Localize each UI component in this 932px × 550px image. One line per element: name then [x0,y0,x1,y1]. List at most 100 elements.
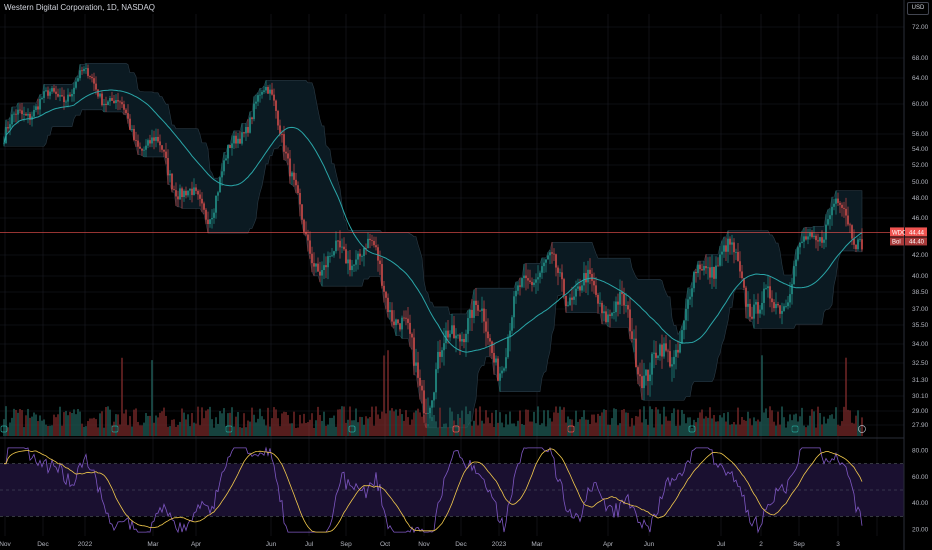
volume-bar [203,418,205,436]
volume-bar [543,410,545,436]
price-tick-label: 68.00 [912,55,929,62]
candle-body [465,333,467,343]
volume-bar [291,423,293,436]
volume-bar [499,412,501,436]
candle-body [349,259,351,271]
candle-body [789,294,791,303]
candle-body [759,309,761,314]
candle-body [641,376,643,389]
candle-body [99,93,101,97]
candle-body [623,294,625,306]
volume-bar [159,412,161,436]
volume-bar [37,421,39,436]
volume-bar [449,407,451,436]
bol-badge [890,237,904,246]
volume-bar [359,416,361,436]
volume-bar [69,411,71,436]
time-tick-label: Jun [266,541,277,548]
candle-body [719,254,721,266]
time-tick-label: Dec [455,541,467,548]
volume-bar [595,422,597,436]
candle-body [577,286,579,289]
candle-body [639,374,641,377]
candle-body [785,306,787,307]
volume-bar [737,407,739,436]
candle-body [621,291,623,295]
candle-body [843,207,845,209]
volume-bar [403,420,405,436]
volume-bar [141,425,143,436]
candle-body [91,76,93,79]
volume-bar [43,419,45,436]
candle-body [619,291,621,305]
candle-body [257,95,259,102]
candle-body [845,208,847,216]
candle-body [545,259,547,263]
volume-bar [475,408,477,436]
candle-body [247,127,249,133]
volume-bar [553,412,555,436]
volume-bar [561,409,563,436]
candle-body [517,285,519,291]
volume-bar [153,422,155,436]
candle-body [313,263,315,267]
price-tick-label: 56.00 [912,131,929,138]
volume-bar [847,409,849,436]
candle-body [805,236,807,240]
candle-body [565,295,567,307]
candle-body [575,288,577,297]
candle-body [287,153,289,159]
price-badges: WDC 44.44 Bol 44.40 [890,227,927,246]
candle-body [557,267,559,273]
candle-body [721,251,723,255]
volume-bar [463,424,465,436]
candle-body [407,318,409,323]
volume-bar [513,423,515,436]
candle-body [73,87,75,94]
candle-body [317,263,319,272]
volume-bar [349,406,351,436]
volume-bar [205,410,207,436]
volume-bar [301,423,303,436]
currency-button[interactable]: USD [907,2,929,15]
volume-bar [589,424,591,436]
candle-body [123,104,125,110]
volume-bar [619,423,621,436]
volume-bar [689,417,691,436]
candle-body [573,296,575,300]
volume-bar [283,411,285,436]
candle-body [459,334,461,342]
event-marker [791,425,799,433]
volume-bar [57,414,59,436]
volume-bar [103,427,105,436]
volume-bar [173,419,175,436]
volume-bar [817,406,819,436]
candle-body [613,312,615,313]
rsi-axis: 80.00 60.00 40.00 20.00 [912,448,929,534]
candle-body [7,127,9,129]
volume-bar [311,413,313,436]
volume-bar [773,421,775,436]
candle-body [609,314,611,316]
volume-bar [853,423,855,436]
candle-body [801,241,803,243]
volume-bar [617,425,619,436]
volume-bar [127,425,129,436]
candle-body [851,225,853,239]
volume-bar [477,425,479,436]
candle-body [333,251,335,256]
candle-body [507,337,509,358]
volume-bar [231,407,233,436]
candle-body [675,349,677,357]
candle-body [339,240,341,248]
volume-bar [165,415,167,436]
event-marker [348,425,356,433]
candle-body [499,373,501,381]
price-tick-label: 34.00 [912,341,929,348]
volume-bar [151,360,153,436]
volume-bar [73,409,75,436]
candle-body [419,377,421,386]
volume-bar [431,417,433,436]
candle-body [225,158,227,161]
